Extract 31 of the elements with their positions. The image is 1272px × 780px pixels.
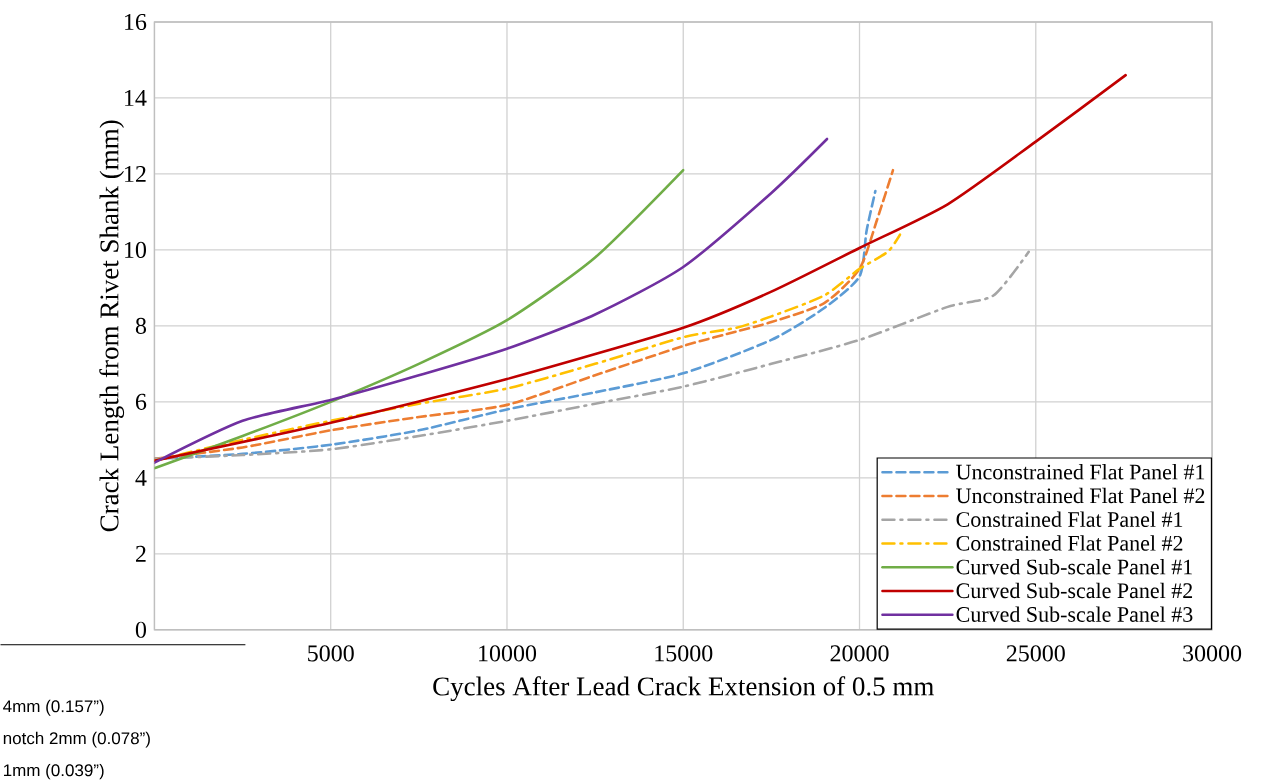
y-tick-label: 2 [135, 546, 146, 562]
y-tick-label: 16 [125, 14, 147, 31]
line-series [154, 74, 1127, 463]
y-tick-label: 4 [135, 470, 147, 486]
legend-label: Constrained Flat Panel #1 [956, 511, 1183, 528]
text: 1mm (0.039”) [3, 763, 104, 780]
legend-label: Unconstrained Flat Panel #2 [956, 487, 1205, 504]
x-tick-label: 15000 [655, 645, 713, 662]
legend-label: Curved Sub-scale Panel #1 [956, 559, 1192, 575]
x-axis-title: Cycles After Lead Crack Extension of 0.5 mm [433, 676, 934, 702]
text: 4mm (0.157”) [3, 700, 104, 716]
y-tick-label: 0 [135, 621, 147, 639]
x-tick-label: 30000 [1183, 645, 1242, 662]
x-tick-label: 20000 [830, 645, 889, 662]
legend-label: Unconstrained Flat Panel #1 [956, 464, 1205, 480]
y-axis-title: Crack Length from Rivet Shank (mm) [99, 120, 125, 532]
y-tick-label: 12 [125, 166, 146, 183]
x-tick-label: 10000 [479, 645, 537, 662]
line-series [154, 250, 1031, 461]
y-tick-label: 10 [125, 241, 147, 259]
line-series [154, 169, 685, 470]
legend-label: Curved Sub-scale Panel #3 [956, 606, 1193, 623]
legend-label: Constrained Flat Panel #2 [956, 535, 1183, 551]
y-tick-label: 8 [135, 317, 147, 335]
legend-label: Curved Sub-scale Panel #2 [956, 582, 1193, 599]
x-tick-label: 5000 [308, 645, 354, 662]
y-tick-label: 14 [125, 90, 147, 107]
text: notch 2mm (0.078”) [3, 731, 150, 748]
line-series [154, 137, 829, 465]
x-tick-label: 25000 [1006, 645, 1065, 662]
y-tick-label: 6 [135, 393, 147, 411]
